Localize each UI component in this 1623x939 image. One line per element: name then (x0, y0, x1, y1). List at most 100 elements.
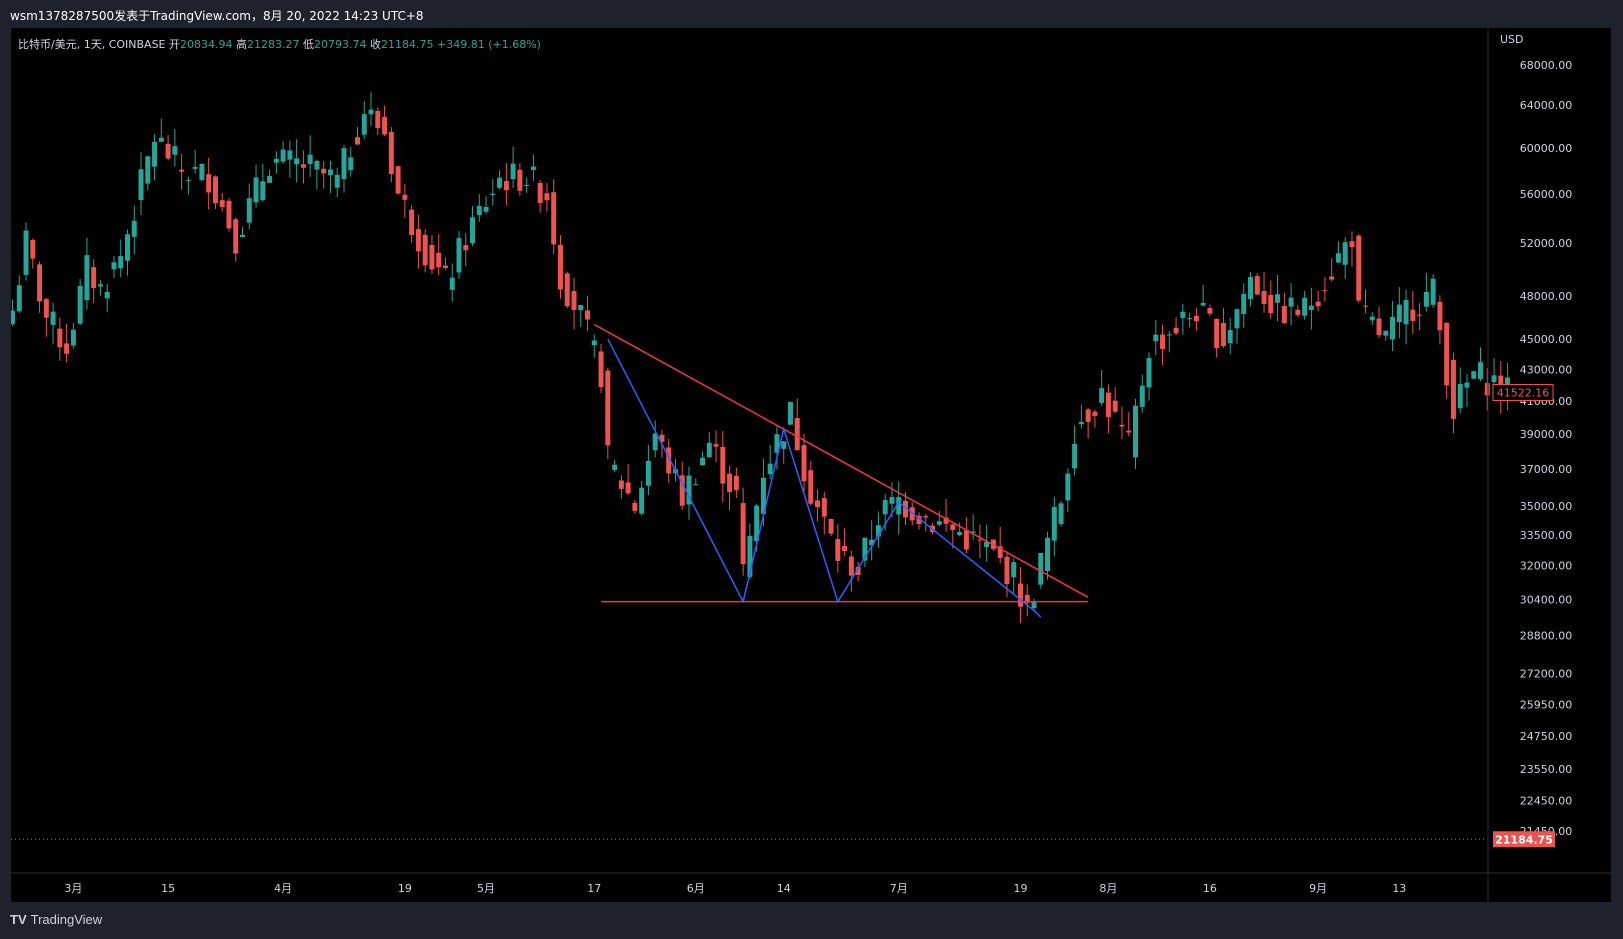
candle-body (490, 193, 496, 195)
time-tick-label: 3月 (64, 882, 82, 895)
candle-body (1214, 318, 1220, 349)
candle-body (1450, 359, 1456, 419)
candle-body (510, 163, 516, 180)
candle-body (1187, 318, 1193, 320)
candle-body (273, 158, 279, 163)
candle-body (645, 460, 651, 486)
candle-body (659, 434, 665, 442)
price-tick-label: 27200.00 (1520, 667, 1573, 680)
candle-body (1335, 253, 1341, 263)
chart-area[interactable]: USD 68000.00 64000.00 60000.00 56000.00 52000… (11, 28, 1611, 902)
candle-body (321, 168, 327, 174)
candle-body (361, 114, 367, 135)
candle-body (916, 515, 922, 525)
candle-body (1322, 290, 1328, 292)
candles-layer (11, 91, 1511, 623)
candle-body (693, 484, 699, 486)
candle-body (706, 442, 712, 458)
price-tick-label: 64000.00 (1520, 99, 1573, 112)
candle-body (1146, 358, 1152, 388)
candle-body (943, 517, 949, 524)
candlestick-chart[interactable]: USD 68000.00 64000.00 60000.00 56000.00 52000… (11, 28, 1611, 902)
candle-body (334, 174, 340, 188)
time-tick-label: 16 (1203, 882, 1217, 895)
candle-body (348, 157, 354, 171)
price-tick-label: 25950.00 (1520, 699, 1573, 712)
symbol-legend: 比特币/美元, 1天, COINBASE 开20834.94 高21283.27… (18, 36, 541, 52)
low-value: 20793.74 (314, 38, 367, 51)
time-tick-label: 19 (398, 882, 412, 895)
candle-body (1261, 290, 1267, 304)
candle-body (1065, 473, 1071, 501)
price-tick-label: 48000.00 (1520, 290, 1573, 303)
candle-body (199, 164, 205, 181)
candle-body (578, 305, 584, 311)
time-tick-label: 4月 (274, 882, 292, 895)
candle-body (16, 285, 22, 312)
candle-body (43, 299, 49, 318)
candle-body (1349, 241, 1355, 248)
candle-body (1302, 297, 1308, 316)
candle-body (1308, 305, 1314, 310)
candle-body (618, 480, 624, 489)
candle-body (1376, 318, 1382, 336)
candle-body (37, 264, 43, 302)
candle-body (375, 110, 381, 129)
candle-body (835, 538, 841, 561)
price-tick-label: 32000.00 (1520, 559, 1573, 572)
candle-body (1038, 552, 1044, 585)
candle-body (1132, 405, 1138, 458)
candle-body (977, 539, 983, 541)
candle-body (70, 329, 76, 346)
candle-body (402, 194, 408, 200)
candle-body (984, 541, 990, 548)
candle-body (314, 160, 320, 170)
open-label: 开 (169, 38, 181, 51)
candle-body (713, 444, 719, 447)
candle-body (889, 497, 895, 504)
candle-body (551, 192, 557, 245)
candle-body (1220, 322, 1226, 347)
price-tick-label: 37000.00 (1520, 463, 1573, 476)
candle-body (957, 532, 963, 536)
tradingview-logo[interactable]: TV TradingView (10, 912, 102, 927)
candle-body (179, 169, 185, 172)
candle-body (1315, 301, 1321, 307)
candle-body (679, 475, 685, 506)
candle-body (666, 447, 672, 474)
candle-body (111, 262, 117, 270)
candle-body (1193, 315, 1199, 322)
candle-body (733, 475, 739, 491)
symbol-label: 比特币/美元, 1天, COINBASE (18, 38, 166, 51)
candle-body (97, 284, 103, 287)
candle-body (1173, 327, 1179, 334)
candle-body (632, 502, 638, 511)
candle-body (727, 473, 733, 493)
candle-body (212, 176, 218, 204)
candle-body (449, 277, 455, 290)
candle-body (1471, 371, 1477, 379)
candle-body (476, 205, 482, 216)
candle-body (923, 516, 929, 518)
candle-body (1241, 293, 1247, 314)
candle-body (1268, 294, 1274, 314)
candle-body (1045, 537, 1051, 571)
candle-body (470, 217, 476, 244)
time-tick-label: 7月 (890, 882, 908, 895)
candle-body (1410, 309, 1416, 321)
candle-body (530, 166, 536, 171)
price-badge: 21184.75 (1493, 831, 1555, 848)
candle-body (1072, 444, 1078, 469)
candle-body (557, 244, 563, 290)
candle-body (1153, 334, 1159, 342)
time-tick-label: 19 (1013, 882, 1027, 895)
low-label: 低 (303, 38, 315, 51)
candle-body (300, 164, 306, 168)
candle-body (219, 200, 225, 207)
candle-body (1484, 383, 1490, 396)
candle-body (605, 370, 611, 446)
candle-body (1234, 309, 1240, 329)
candle-body (152, 141, 158, 167)
candle-body (165, 143, 171, 159)
price-tick-label: 30400.00 (1520, 593, 1573, 606)
